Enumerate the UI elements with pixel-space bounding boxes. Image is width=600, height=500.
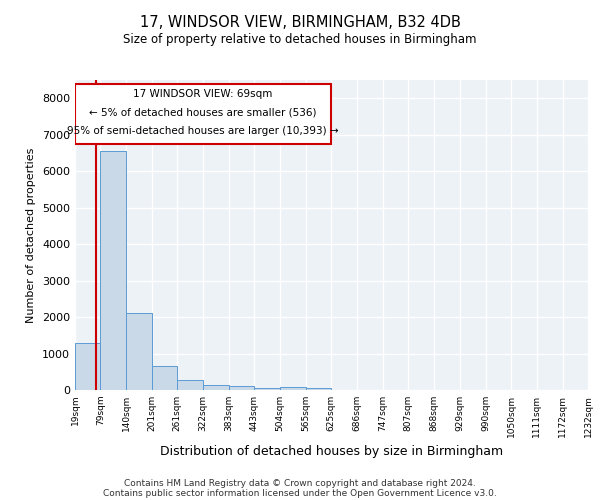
Bar [203, 386, 229, 390]
Bar [280, 388, 306, 390]
Y-axis label: Number of detached properties: Number of detached properties [26, 148, 37, 322]
Text: Contains public sector information licensed under the Open Government Licence v3: Contains public sector information licen… [103, 488, 497, 498]
Text: 17, WINDSOR VIEW, BIRMINGHAM, B32 4DB: 17, WINDSOR VIEW, BIRMINGHAM, B32 4DB [140, 15, 460, 30]
Text: Contains HM Land Registry data © Crown copyright and database right 2024.: Contains HM Land Registry data © Crown c… [124, 478, 476, 488]
Text: 17 WINDSOR VIEW: 69sqm: 17 WINDSOR VIEW: 69sqm [133, 90, 273, 100]
X-axis label: Distribution of detached houses by size in Birmingham: Distribution of detached houses by size … [160, 446, 503, 458]
Bar [229, 386, 254, 390]
Bar [152, 366, 178, 390]
Text: Size of property relative to detached houses in Birmingham: Size of property relative to detached ho… [123, 32, 477, 46]
Bar [178, 380, 203, 390]
Bar [126, 314, 152, 390]
Bar [75, 84, 331, 144]
Bar [306, 388, 331, 390]
Bar [75, 342, 100, 390]
Text: 95% of semi-detached houses are larger (10,393) →: 95% of semi-detached houses are larger (… [67, 126, 339, 136]
Text: ← 5% of detached houses are smaller (536): ← 5% of detached houses are smaller (536… [89, 108, 317, 118]
Bar [254, 388, 280, 390]
Bar [100, 151, 126, 390]
